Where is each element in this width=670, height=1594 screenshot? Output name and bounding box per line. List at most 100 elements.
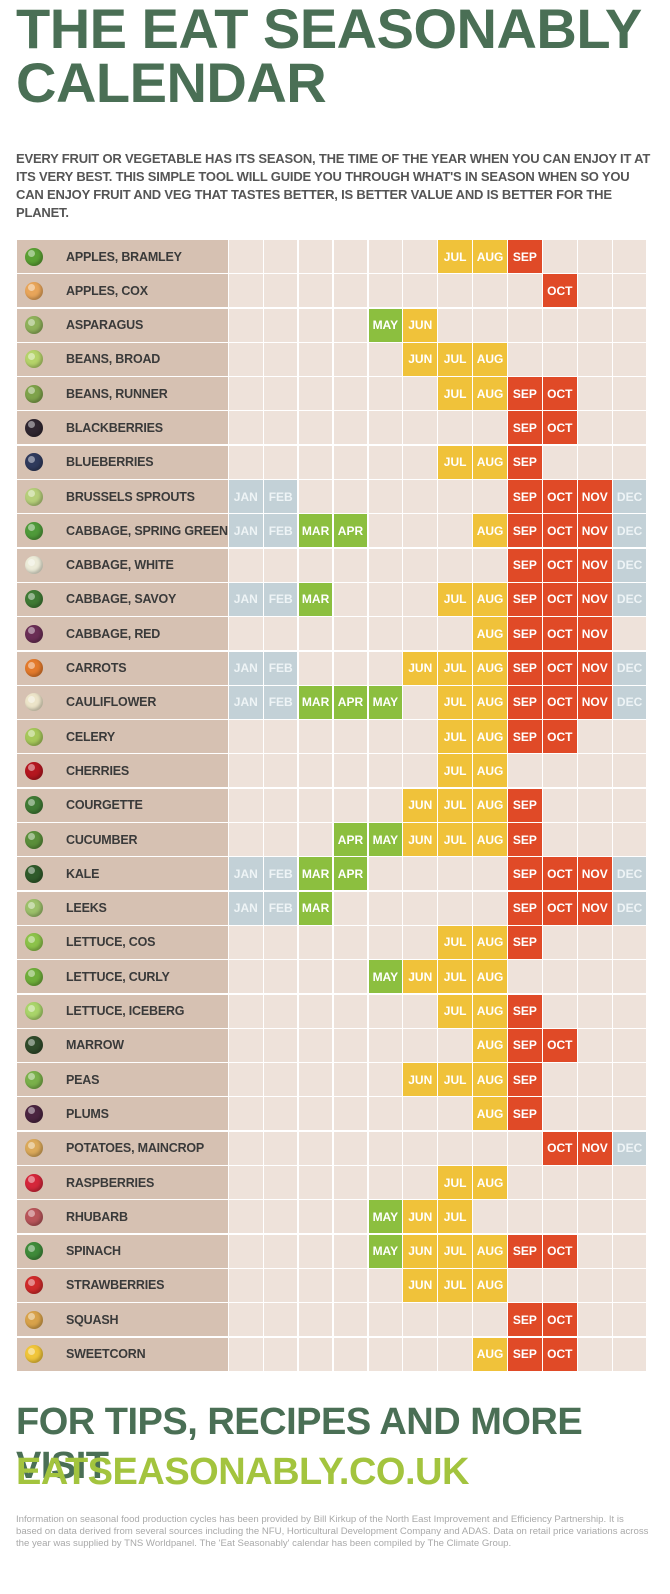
month-empty — [229, 445, 263, 479]
lettuce-icon — [25, 933, 43, 952]
month-in-season: AUG — [473, 788, 507, 822]
month-in-season: MAY — [368, 960, 403, 994]
month-empty — [298, 617, 333, 651]
month-empty — [577, 411, 612, 445]
icon-highlight — [27, 867, 35, 875]
produce-row: CARROTS JAN FEB JUN JUL AUG SEP OCT NOV DEC — [17, 651, 648, 685]
month-empty — [333, 788, 368, 822]
month-empty — [577, 960, 612, 994]
produce-name: LETTUCE, CURLY — [66, 969, 170, 984]
month-in-season: AUG — [473, 1268, 507, 1302]
month-in-season: APR — [333, 857, 368, 891]
icon-highlight — [27, 1210, 35, 1218]
website-link[interactable]: EATSEASONABLY.CO.UK — [16, 1451, 469, 1493]
month-empty — [298, 1028, 333, 1062]
month-empty — [612, 240, 647, 273]
month-in-season: SEP — [508, 411, 542, 445]
month-empty — [508, 308, 542, 342]
intro-text: EVERY FRUIT OR VEGETABLE HAS ITS SEASON,… — [16, 151, 651, 220]
month-empty — [543, 240, 577, 273]
month-in-season: JUN — [403, 308, 438, 342]
month-empty — [368, 617, 403, 651]
month-in-season: OCT — [543, 685, 577, 719]
sweetcorn-icon — [25, 1345, 43, 1363]
month-empty — [333, 240, 368, 273]
month-in-season: AUG — [473, 720, 507, 754]
month-empty — [263, 788, 298, 822]
produce-name: CARROTS — [66, 661, 127, 676]
month-empty — [473, 274, 507, 308]
month-empty — [333, 1268, 368, 1302]
month-empty — [612, 308, 647, 342]
month-empty — [298, 788, 333, 822]
produce-name-cell: RASPBERRIES — [17, 1166, 228, 1200]
month-in-season: JUL — [438, 1234, 472, 1268]
month-in-season: AUG — [473, 582, 507, 616]
month-empty — [263, 1131, 298, 1165]
produce-row: APPLES, COX OCT — [17, 274, 648, 308]
month-empty — [298, 274, 333, 308]
month-in-season: JUN — [403, 960, 438, 994]
month-in-season: SEP — [508, 1234, 542, 1268]
month-empty — [298, 1268, 333, 1302]
month-empty — [612, 1200, 647, 1234]
month-in-season: APR — [333, 685, 368, 719]
produce-name-cell: CUCUMBER — [17, 823, 228, 857]
month-empty — [577, 342, 612, 376]
month-empty — [438, 1303, 472, 1337]
produce-name: CUCUMBER — [66, 832, 138, 847]
month-empty — [229, 1028, 263, 1062]
month-empty — [333, 1200, 368, 1234]
month-in-season: JUL — [438, 685, 472, 719]
month-empty — [263, 720, 298, 754]
bean-icon — [25, 384, 43, 403]
month-empty — [368, 411, 403, 445]
month-empty — [438, 1097, 472, 1131]
month-in-season: AUG — [473, 1063, 507, 1097]
month-empty — [577, 1200, 612, 1234]
month-in-season: AUG — [473, 754, 507, 788]
month-empty — [298, 720, 333, 754]
produce-row: SWEETCORN AUG SEP OCT — [17, 1337, 648, 1371]
month-empty — [298, 480, 333, 514]
month-in-season: SEP — [508, 240, 542, 273]
month-empty — [229, 274, 263, 308]
visit-text: FOR TIPS, RECIPES AND MORE VISIT — [16, 1401, 583, 1487]
month-empty — [333, 445, 368, 479]
icon-highlight — [27, 1347, 35, 1355]
produce-name: KALE — [66, 866, 100, 881]
month-in-season: JUL — [438, 1063, 472, 1097]
page-title: THE EAT SEASONABLY CALENDAR — [16, 1, 656, 111]
produce-row: RASPBERRIES JUL AUG — [17, 1166, 648, 1200]
month-empty — [403, 617, 438, 651]
produce-name: BEANS, RUNNER — [66, 386, 168, 401]
asparagus-icon — [25, 316, 43, 335]
month-empty — [333, 925, 368, 959]
produce-name-cell: ASPARAGUS — [17, 308, 228, 342]
month-in-season: NOV — [577, 548, 612, 582]
month-empty — [229, 788, 263, 822]
month-empty — [473, 308, 507, 342]
month-empty — [333, 1028, 368, 1062]
month-empty — [368, 1337, 403, 1371]
month-empty — [229, 377, 263, 411]
icon-highlight — [27, 284, 35, 292]
month-empty — [543, 960, 577, 994]
month-in-season: FEB — [263, 651, 298, 685]
month-empty — [438, 617, 472, 651]
month-empty — [368, 1028, 403, 1062]
month-in-season: MAY — [368, 823, 403, 857]
month-in-season: NOV — [577, 480, 612, 514]
month-empty — [612, 720, 647, 754]
icon-highlight — [27, 833, 35, 841]
month-in-season: JUL — [438, 1200, 472, 1234]
berry-icon — [25, 453, 43, 472]
month-in-season: FEB — [263, 857, 298, 891]
squash-icon — [25, 1310, 43, 1329]
month-in-season: NOV — [577, 514, 612, 548]
kale-icon — [25, 864, 43, 883]
plum-icon — [25, 1104, 43, 1123]
month-empty — [403, 925, 438, 959]
month-in-season: SEP — [508, 480, 542, 514]
icon-highlight — [27, 764, 35, 772]
